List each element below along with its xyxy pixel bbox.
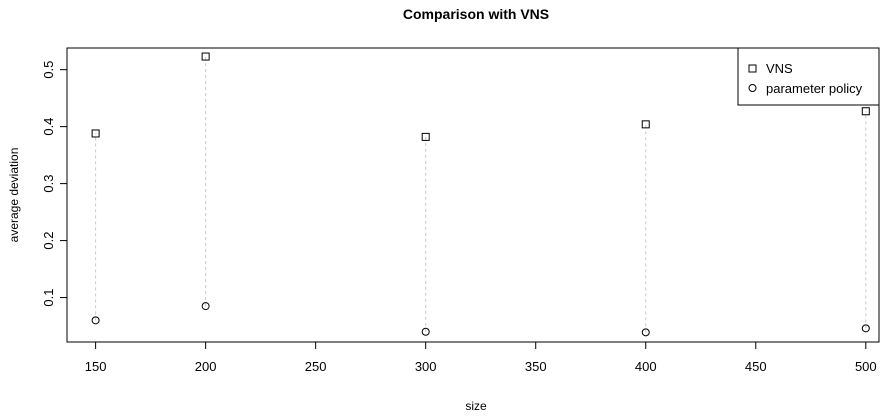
legend: VNS parameter policy (737, 47, 880, 106)
y-axis-label: average deviation (7, 148, 21, 243)
vns-point (641, 120, 650, 129)
y-tick-label: 0.5 (41, 61, 56, 79)
x-tick-label: 400 (635, 359, 657, 374)
y-tick-label: 0.1 (41, 289, 56, 307)
x-axis: 150 200 250 300 350 400 450 500 (85, 341, 877, 374)
y-tick-label: 0.2 (41, 232, 56, 250)
chart-title: Comparison with VNS (403, 6, 549, 22)
vns-point (91, 129, 100, 138)
legend-label-parameter-policy: parameter policy (766, 81, 863, 96)
y-tick-label: 0.4 (41, 118, 56, 136)
vns-point (201, 52, 210, 61)
x-tick-label: 250 (305, 359, 327, 374)
x-tick-label: 500 (855, 359, 877, 374)
vns-point (861, 107, 870, 116)
connector-lines (95, 56, 867, 333)
x-tick-label: 450 (745, 359, 767, 374)
parameter-policy-point (641, 328, 650, 337)
parameter-policy-point (861, 324, 870, 333)
x-tick-label: 300 (415, 359, 437, 374)
legend-box (737, 47, 880, 106)
y-tick-label: 0.3 (41, 175, 56, 193)
x-tick-label: 200 (195, 359, 217, 374)
parameter-policy-point (91, 316, 100, 325)
legend-marker-vns (748, 64, 757, 73)
legend-marker-parameter-policy (748, 84, 757, 92)
parameter-policy-point (421, 327, 430, 336)
x-tick-label: 350 (525, 359, 547, 374)
legend-label-vns: VNS (766, 61, 793, 76)
x-axis-label: size (465, 399, 487, 413)
parameter-policy-point (201, 302, 210, 311)
y-axis: 0.1 0.2 0.3 0.4 0.5 (41, 61, 68, 307)
vns-point (421, 132, 430, 141)
x-tick-label: 150 (85, 359, 107, 374)
data-markers (91, 52, 870, 337)
